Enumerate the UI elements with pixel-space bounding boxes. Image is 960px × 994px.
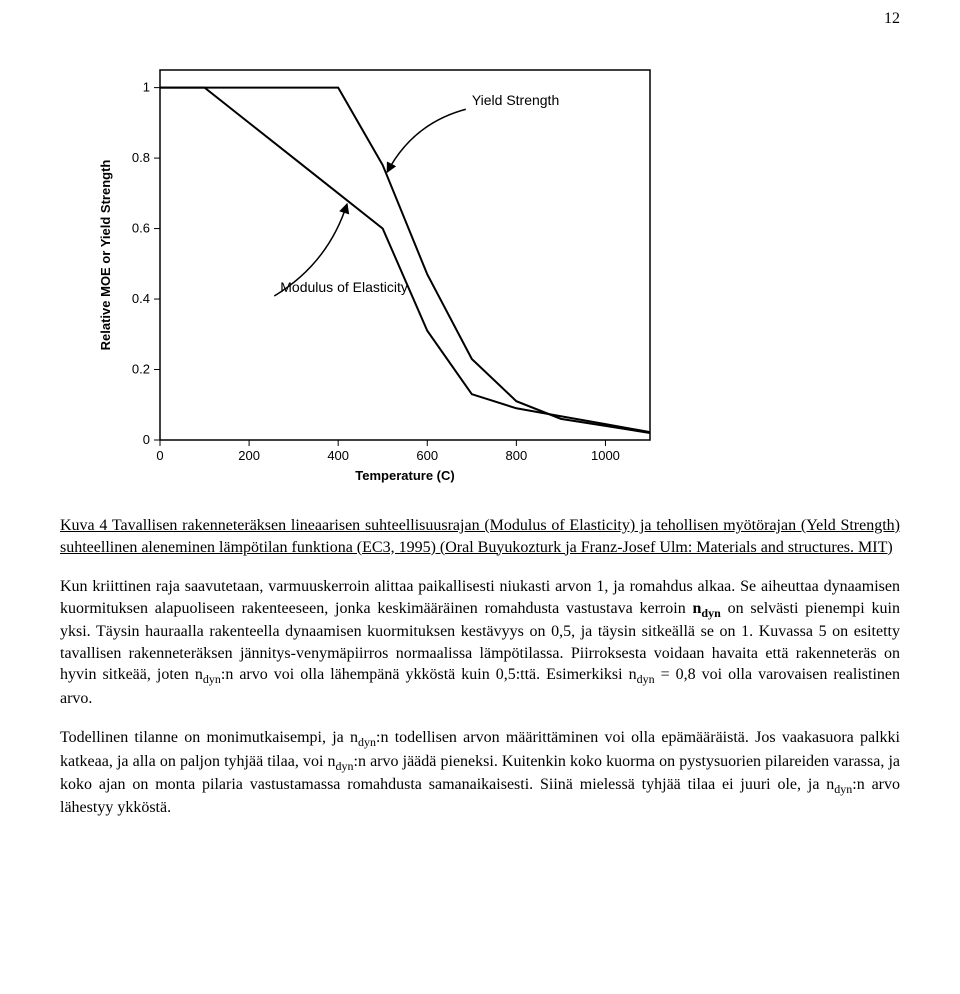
svg-text:0.8: 0.8 — [132, 150, 150, 165]
paragraph-2: Todellinen tilanne on monimutkaisempi, j… — [60, 727, 900, 819]
p2-sub3: dyn — [834, 782, 852, 796]
p1-sub3: dyn — [637, 673, 655, 687]
svg-text:0.2: 0.2 — [132, 362, 150, 377]
p2-sub2: dyn — [336, 759, 354, 773]
figure-caption: Kuva 4 Tavallisen rakenneteräksen lineaa… — [60, 515, 900, 558]
p1-mid2: :n arvo voi olla lähempänä ykköstä kuin … — [221, 666, 637, 683]
svg-text:0: 0 — [143, 432, 150, 447]
page-number: 12 — [884, 10, 900, 28]
svg-text:Relative MOE or Yield Strength: Relative MOE or Yield Strength — [98, 160, 113, 351]
svg-text:Temperature (C): Temperature (C) — [355, 468, 454, 483]
svg-text:0.4: 0.4 — [132, 291, 150, 306]
svg-text:1000: 1000 — [591, 448, 620, 463]
svg-text:0: 0 — [156, 448, 163, 463]
svg-text:200: 200 — [238, 448, 260, 463]
caption-label: Kuva 4 — [60, 517, 107, 534]
svg-text:1: 1 — [143, 80, 150, 95]
paragraph-1: Kun kriittinen raja saavutetaan, varmuus… — [60, 576, 900, 709]
svg-text:400: 400 — [327, 448, 349, 463]
p1-sub2: dyn — [203, 673, 221, 687]
p1-nsub: dyn — [701, 606, 720, 620]
p2-sub1: dyn — [358, 736, 376, 750]
svg-text:800: 800 — [506, 448, 528, 463]
caption-text: Tavallisen rakenneteräksen lineaarisen s… — [60, 517, 900, 556]
svg-text:0.6: 0.6 — [132, 221, 150, 236]
svg-text:Modulus of Elasticity: Modulus of Elasticity — [280, 279, 408, 295]
p2-pre: Todellinen tilanne on monimutkaisempi, j… — [60, 729, 358, 746]
chart-container: 0 200 400 600 800 1000 Temperature (C) 0 0.2 0.4 0… — [90, 50, 900, 495]
line-chart: 0 200 400 600 800 1000 Temperature (C) 0 0.2 0.4 0… — [90, 50, 670, 490]
svg-text:Yield Strength: Yield Strength — [472, 92, 559, 108]
svg-text:600: 600 — [416, 448, 438, 463]
